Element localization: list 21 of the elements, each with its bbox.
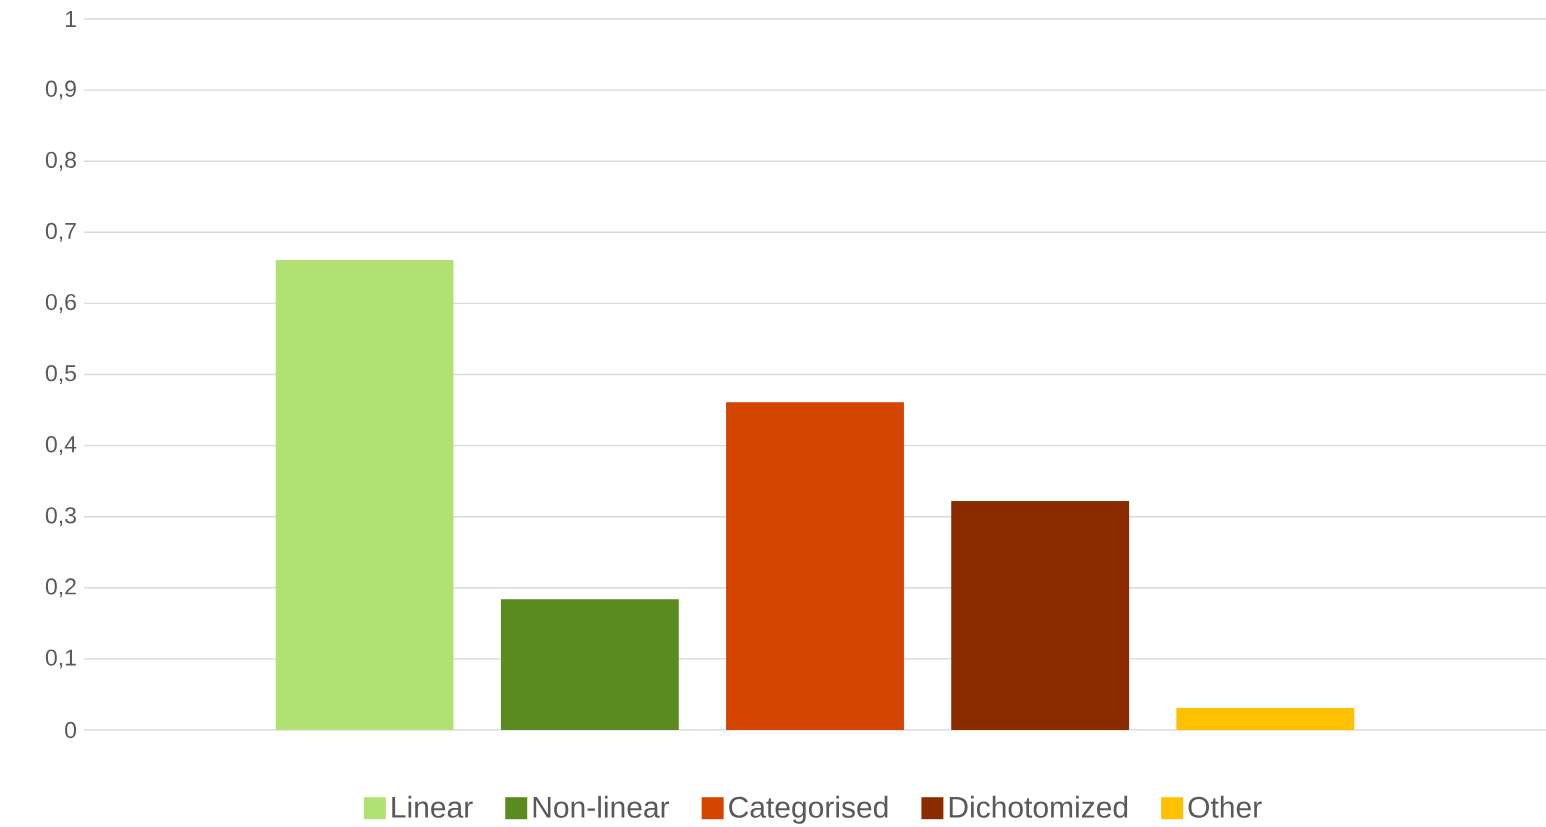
legend-label: Dichotomized bbox=[949, 795, 1128, 818]
y-tick-label: 0,7 bbox=[45, 222, 76, 242]
y-tick-label: 0,5 bbox=[45, 365, 76, 385]
y-tick-label: 0 bbox=[65, 721, 77, 739]
y-tick-label: 0,8 bbox=[45, 151, 76, 171]
legend-label: Other bbox=[1188, 795, 1262, 818]
y-tick-label: 0,2 bbox=[45, 578, 76, 598]
legend-label: Categorised bbox=[729, 795, 888, 824]
bar bbox=[275, 260, 454, 730]
bar bbox=[500, 599, 679, 730]
y-tick-label: 0,1 bbox=[45, 649, 76, 669]
y-tick-label: 1 bbox=[65, 11, 76, 27]
bar bbox=[951, 501, 1130, 730]
y-tick-label: 0,3 bbox=[45, 507, 76, 527]
bar bbox=[726, 402, 904, 730]
legend-label: Non-linear bbox=[533, 795, 670, 818]
y-tick-label: 0,6 bbox=[45, 293, 76, 313]
legend-label: Linear bbox=[392, 795, 473, 818]
y-tick-label: 0,4 bbox=[45, 436, 77, 456]
bar bbox=[1176, 707, 1355, 730]
y-tick-label: 0,9 bbox=[45, 80, 76, 100]
